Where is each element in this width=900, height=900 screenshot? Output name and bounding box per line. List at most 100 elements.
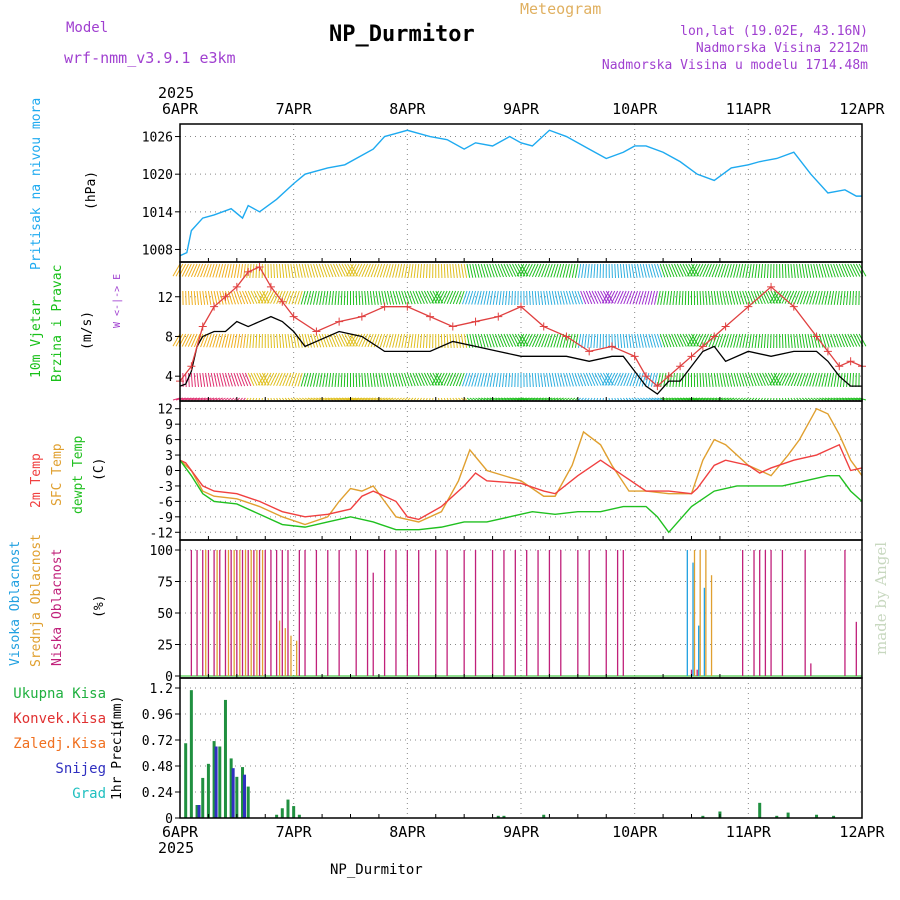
- wind-barb: [528, 263, 536, 277]
- wind-barb: [489, 263, 495, 278]
- wind-barb: [750, 290, 757, 305]
- wind-barb: [543, 290, 547, 305]
- wind-barb: [288, 290, 295, 305]
- wind-barb: [466, 397, 470, 401]
- wind-barb: [376, 397, 382, 401]
- wind-barb: [626, 372, 633, 387]
- wind-barb: [500, 333, 508, 348]
- wind-barb: [678, 372, 681, 388]
- wind-barb: [748, 333, 752, 348]
- wind-barb: [187, 263, 195, 277]
- wind-barb: [398, 290, 404, 305]
- y-tick-label: 75: [157, 576, 173, 591]
- wind-barb: [486, 333, 492, 348]
- wind-barb: [693, 397, 701, 401]
- wind-barb: [853, 397, 860, 401]
- wind-barb: [181, 333, 189, 347]
- x-tick-label-bottom: 6APR: [162, 823, 199, 841]
- wind-barb: [554, 372, 559, 387]
- wind-barb: [489, 372, 494, 387]
- x-tick-label-top: 9APR: [503, 100, 540, 118]
- wind-barb: [224, 263, 229, 278]
- wind-barb: [279, 372, 286, 387]
- wind-barb: [544, 263, 550, 278]
- wind-barb: [310, 333, 316, 348]
- wind-barb: [541, 263, 548, 278]
- wind-barb: [370, 263, 377, 278]
- wind-gust-marker: [187, 362, 196, 371]
- wind-barb: [243, 397, 246, 401]
- wind-barb: [687, 263, 695, 277]
- wind-barb: [386, 290, 392, 305]
- wind-barb: [304, 263, 309, 278]
- wind-barb: [316, 290, 320, 305]
- wind-barb: [508, 290, 511, 306]
- wind-barb: [346, 263, 354, 277]
- wind-barb: [565, 290, 571, 305]
- wind-barb: [327, 263, 334, 278]
- x-tick-label-top: 8APR: [389, 100, 426, 118]
- wind-barb: [705, 397, 712, 401]
- wind-barb: [224, 372, 230, 387]
- page-title: NP_Durmitor: [329, 22, 475, 47]
- wind-gust-marker: [335, 317, 344, 326]
- wind-barb: [327, 397, 334, 401]
- wind-barb: [810, 333, 815, 348]
- wind-barb: [492, 290, 496, 305]
- wind-barb: [727, 372, 733, 387]
- wind-barb: [596, 263, 599, 279]
- wind-barb: [763, 397, 766, 401]
- temp-title-dewpt: dewpt Temp: [71, 435, 86, 514]
- wind-barb: [815, 290, 820, 305]
- wind-barb: [460, 263, 465, 278]
- wind-barb: [486, 372, 491, 387]
- wind-barb: [318, 333, 325, 348]
- wind-barb: [665, 397, 672, 401]
- wind-barb: [325, 372, 329, 387]
- wind-barb: [607, 290, 616, 304]
- wind-barb: [742, 263, 746, 278]
- wind-barb: [699, 263, 707, 277]
- wind-barb: [196, 372, 200, 387]
- wind-gust-marker: [664, 372, 673, 381]
- wind-barb: [711, 263, 718, 278]
- wind-barb: [593, 263, 596, 279]
- wind-barb: [766, 263, 769, 279]
- wind-barb: [757, 333, 761, 348]
- wind-barb: [372, 290, 376, 305]
- station-coords: lon,lat (19.02E, 43.16N): [680, 24, 868, 39]
- wind-gust-marker: [630, 352, 639, 361]
- wind-barb: [519, 397, 527, 401]
- wind-barb: [398, 333, 403, 348]
- wind-barb: [193, 263, 201, 278]
- wind-barb: [702, 290, 705, 306]
- wind-barb: [443, 263, 446, 279]
- legend-convective-rain: Konvek.Kisa: [13, 711, 106, 727]
- wind-barb: [463, 333, 468, 348]
- wind-gust-marker: [426, 312, 435, 321]
- wind-barb: [489, 397, 495, 401]
- wind-barb: [404, 263, 408, 278]
- wind-barb: [548, 290, 553, 305]
- wind-barb: [676, 333, 684, 347]
- wind-barb: [224, 333, 229, 348]
- wind-barb: [793, 263, 796, 278]
- wind-barb: [446, 333, 449, 349]
- wind-barb: [748, 397, 752, 401]
- wind-barb: [739, 372, 745, 387]
- wind-barb: [219, 372, 224, 387]
- wind-barb: [364, 372, 367, 387]
- wind-barb: [511, 290, 513, 306]
- wind-barb: [591, 290, 599, 304]
- wind-barb: [266, 372, 275, 386]
- pressure-unit: (hPa): [84, 170, 99, 210]
- wind-barb: [529, 290, 531, 306]
- credit-watermark: made by Angel: [872, 541, 890, 655]
- wind-barb: [663, 290, 667, 305]
- wind-barb: [209, 263, 215, 278]
- wind-barb: [294, 290, 300, 305]
- wind-barb: [730, 397, 735, 401]
- wind-barb: [483, 397, 489, 401]
- wind-barb: [544, 333, 550, 348]
